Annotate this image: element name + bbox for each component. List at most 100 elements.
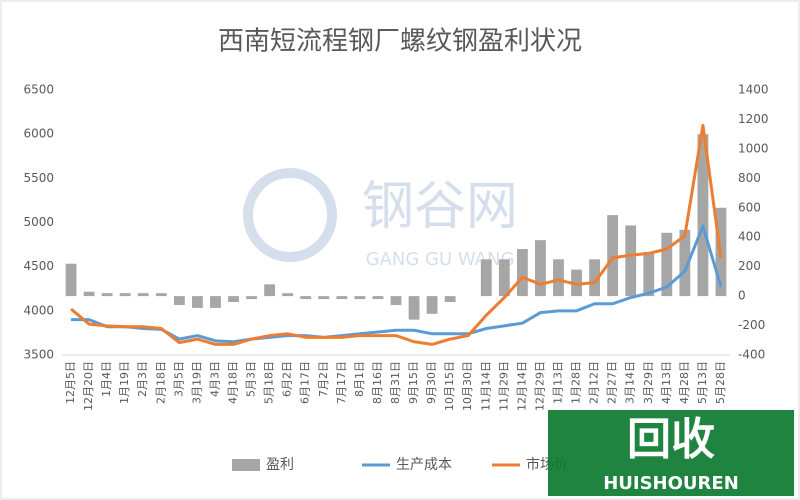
bar bbox=[264, 284, 276, 297]
badge-subtext: HUISHOUREN bbox=[603, 473, 739, 494]
x-tick-label: 7月17日 bbox=[335, 361, 348, 404]
y-tick-label: 6500 bbox=[23, 83, 54, 97]
x-tick-label: 8月16日 bbox=[371, 361, 384, 404]
legend-swatch bbox=[232, 459, 260, 471]
y-tick-label: 5500 bbox=[23, 171, 54, 185]
bar bbox=[119, 293, 131, 297]
y-tick-label: 6000 bbox=[23, 127, 54, 141]
x-tick-label: 2月18日 bbox=[154, 361, 167, 404]
x-tick-label: 3月19日 bbox=[190, 361, 203, 404]
x-tick-label: 1月28日 bbox=[570, 361, 583, 404]
bar bbox=[607, 215, 619, 297]
bar bbox=[643, 251, 655, 297]
x-tick-label: 1月4日 bbox=[100, 361, 113, 397]
bar bbox=[246, 296, 257, 300]
bar bbox=[101, 293, 113, 297]
watermark-subtext: GANG GU WANG bbox=[366, 249, 515, 270]
badge-text: 回收 bbox=[627, 414, 715, 465]
bar bbox=[426, 296, 438, 314]
x-tick-label: 5月13日 bbox=[696, 361, 709, 404]
watermark-text: 钢谷网 bbox=[362, 177, 518, 237]
badge-box bbox=[548, 410, 794, 496]
bar bbox=[390, 296, 402, 305]
x-tick-label: 12月5日 bbox=[64, 361, 77, 404]
x-tick-label: 4月28日 bbox=[678, 361, 691, 404]
bar bbox=[210, 296, 221, 308]
x-tick-label: 11月29日 bbox=[497, 361, 510, 411]
watermark: 钢谷网 GANG GU WANG bbox=[243, 168, 518, 270]
x-tick-label: 5月18日 bbox=[263, 361, 276, 404]
bar bbox=[679, 229, 691, 297]
x-tick-label: 2月3日 bbox=[136, 361, 149, 397]
legend-label: 盈利 bbox=[266, 457, 294, 473]
bar bbox=[191, 296, 203, 308]
x-tick-label: 2月12日 bbox=[588, 361, 601, 404]
bar bbox=[354, 296, 366, 300]
x-tick-label: 8月1日 bbox=[353, 361, 366, 397]
x-tick-label: 10月30日 bbox=[461, 361, 474, 411]
x-tick-label: 4月13日 bbox=[660, 361, 673, 404]
badge: 回收 HUISHOUREN bbox=[548, 410, 794, 496]
y2-tick-label: -200 bbox=[738, 318, 765, 332]
bar bbox=[372, 296, 384, 300]
y-tick-label: 4000 bbox=[23, 303, 54, 317]
x-tick-label: 4月3日 bbox=[208, 361, 221, 397]
bar bbox=[318, 296, 330, 300]
x-tick-label: 4月18日 bbox=[227, 361, 240, 404]
x-tick-label: 5月3日 bbox=[245, 361, 258, 397]
bar bbox=[83, 291, 95, 297]
x-tick-label: 2月27日 bbox=[606, 361, 619, 404]
bar bbox=[336, 296, 348, 300]
x-tick-label: 3月29日 bbox=[642, 361, 655, 404]
bar bbox=[155, 293, 167, 297]
bar bbox=[228, 296, 239, 302]
x-tick-label: 6月17日 bbox=[299, 361, 312, 404]
bar bbox=[589, 259, 601, 297]
y2-tick-label: 400 bbox=[738, 230, 761, 244]
x-tick-label: 9月15日 bbox=[407, 361, 420, 404]
y2-tick-label: 1200 bbox=[738, 112, 769, 126]
y2-tick-label: 800 bbox=[738, 171, 761, 185]
x-tick-label: 9月30日 bbox=[425, 361, 438, 404]
y2-tick-label: 200 bbox=[738, 259, 761, 273]
bar bbox=[480, 259, 492, 297]
y-tick-label: 5000 bbox=[23, 215, 54, 229]
bar bbox=[282, 293, 294, 297]
bar bbox=[516, 249, 528, 297]
x-tick-label: 8月31日 bbox=[389, 361, 402, 404]
x-tick-label: 7月2日 bbox=[317, 361, 330, 397]
bar bbox=[173, 296, 185, 305]
bar bbox=[408, 296, 420, 320]
x-tick-label: 3月14日 bbox=[624, 361, 637, 404]
bar bbox=[137, 293, 149, 297]
x-tick-label: 6月2日 bbox=[281, 361, 294, 397]
y-tick-label: 3500 bbox=[23, 348, 54, 362]
bar bbox=[697, 134, 709, 297]
x-tick-label: 5月28日 bbox=[714, 361, 727, 404]
x-tick-label: 10月15日 bbox=[443, 361, 456, 411]
y2-tick-label: 600 bbox=[738, 200, 761, 214]
x-tick-label: 11月14日 bbox=[479, 361, 492, 411]
bar bbox=[498, 259, 510, 297]
legend-label: 生产成本 bbox=[396, 457, 452, 473]
x-tick-label: 12月29日 bbox=[533, 361, 546, 411]
y2-tick-label: -400 bbox=[738, 348, 765, 362]
y2-tick-label: 1000 bbox=[738, 141, 769, 155]
x-tick-label: 1月13日 bbox=[551, 361, 564, 404]
bar bbox=[65, 263, 77, 297]
y-tick-label: 4500 bbox=[23, 259, 54, 273]
x-tick-label: 1月19日 bbox=[118, 361, 131, 404]
line bbox=[70, 123, 723, 346]
bar bbox=[444, 296, 456, 302]
watermark-logo bbox=[243, 168, 337, 262]
x-tick-label: 12月14日 bbox=[515, 361, 528, 411]
bar bbox=[300, 296, 312, 300]
bar bbox=[661, 232, 673, 297]
y2-tick-label: 0 bbox=[738, 289, 746, 303]
x-tick-label: 3月5日 bbox=[172, 361, 185, 397]
line bbox=[71, 224, 723, 344]
bar bbox=[553, 259, 564, 297]
chart-title: 西南短流程钢厂螺纹钢盈利状况 bbox=[218, 27, 582, 57]
x-tick-label: 12月20日 bbox=[82, 361, 95, 411]
